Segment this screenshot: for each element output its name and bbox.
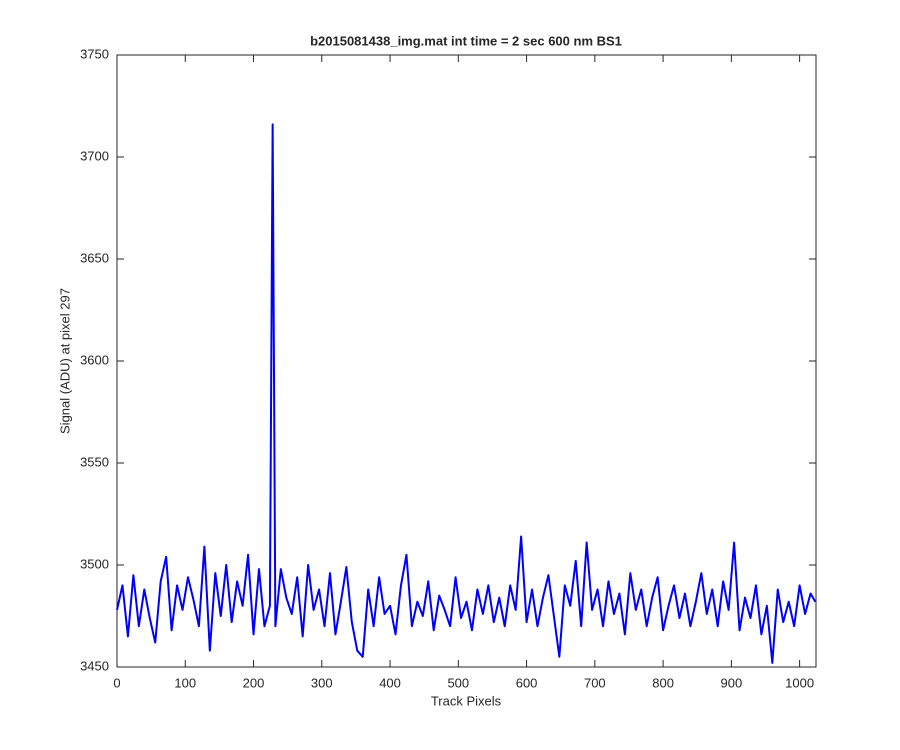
- y-tick-label: 3600: [80, 352, 109, 367]
- y-tick-label: 3750: [80, 46, 109, 61]
- x-tick-label: 700: [584, 675, 606, 690]
- x-tick-label: 400: [379, 675, 401, 690]
- x-tick-label: 100: [174, 675, 196, 690]
- x-tick-label: 500: [447, 675, 469, 690]
- y-tick-label: 3550: [80, 454, 109, 469]
- x-tick-label: 0: [113, 675, 120, 690]
- x-tick-label: 900: [721, 675, 743, 690]
- y-tick-label: 3650: [80, 250, 109, 265]
- data-line: [116, 123, 817, 664]
- y-tick-label: 3450: [80, 658, 109, 673]
- chart-title: b2015081438_img.mat int time = 2 sec 600…: [310, 33, 622, 48]
- axes-box: [116, 54, 817, 668]
- x-axis-label: Track Pixels: [431, 693, 502, 708]
- x-tick-label: 200: [243, 675, 265, 690]
- x-tick-label: 1000: [785, 675, 814, 690]
- x-tick-label: 300: [311, 675, 333, 690]
- y-axis-label: Signal (ADU) at pixel 297: [57, 288, 72, 434]
- x-tick-label: 800: [652, 675, 674, 690]
- y-tick-label: 3500: [80, 556, 109, 571]
- x-tick-label: 600: [516, 675, 538, 690]
- y-tick-label: 3700: [80, 148, 109, 163]
